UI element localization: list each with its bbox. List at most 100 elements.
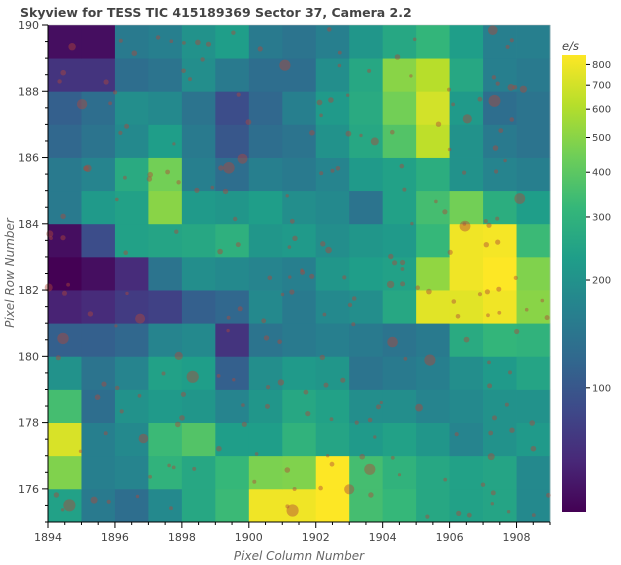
heatmap-cell	[48, 488, 82, 523]
star-marker	[60, 213, 66, 219]
star-marker	[329, 417, 334, 422]
star-marker	[188, 77, 192, 82]
heatmap-cell	[282, 91, 317, 125]
star-marker	[540, 298, 545, 303]
star-marker	[165, 169, 171, 175]
heatmap-cell	[282, 58, 317, 92]
heatmap-cell	[349, 256, 384, 291]
heatmap-cell	[282, 223, 317, 258]
star-marker	[44, 283, 53, 292]
heatmap-cell	[416, 157, 450, 192]
heatmap-cell	[315, 223, 350, 258]
heatmap-cell	[215, 455, 250, 490]
heatmap-cell	[315, 91, 350, 125]
heatmap-cell	[349, 455, 384, 490]
heatmap-cell	[248, 422, 283, 457]
star-markers	[44, 25, 551, 519]
heatmap-cell	[181, 25, 216, 59]
heatmap-cell	[516, 422, 551, 457]
star-marker	[257, 46, 263, 52]
star-marker	[210, 185, 215, 190]
heatmap-cell	[282, 389, 317, 423]
star-marker	[394, 54, 401, 60]
star-marker	[351, 296, 357, 301]
star-marker	[329, 461, 335, 467]
star-marker	[172, 142, 176, 146]
star-marker	[367, 68, 372, 73]
heatmap-cell	[416, 91, 450, 125]
star-marker	[233, 216, 238, 222]
heatmap-cell	[449, 157, 484, 192]
star-marker	[263, 335, 270, 341]
star-marker	[175, 421, 181, 428]
star-marker	[309, 273, 315, 279]
x-axis: 1894 1896 1898 1900 1902 1904 1906 1908	[34, 521, 551, 544]
star-marker	[174, 351, 183, 360]
heatmap-cell	[516, 389, 551, 423]
heatmap-cell	[81, 256, 116, 291]
star-marker	[285, 194, 289, 198]
x-tick-label: 1896	[101, 531, 129, 544]
star-marker	[524, 307, 529, 312]
heatmap-cell	[449, 422, 484, 457]
star-marker	[192, 466, 197, 471]
star-marker	[529, 420, 535, 426]
star-marker	[288, 275, 292, 279]
star-marker	[491, 75, 497, 80]
star-marker	[342, 275, 347, 280]
heatmap-cells	[48, 25, 551, 523]
star-marker	[462, 170, 467, 175]
heatmap-cell	[248, 256, 283, 291]
star-marker	[409, 74, 413, 78]
heatmap-cell	[248, 190, 283, 225]
heatmap-cell	[315, 488, 350, 523]
star-marker	[424, 354, 436, 366]
star-marker	[509, 427, 515, 433]
heatmap-cell	[48, 190, 82, 225]
star-marker	[131, 50, 138, 56]
heatmap-cell	[215, 422, 250, 457]
star-marker	[241, 403, 245, 407]
star-marker	[237, 153, 248, 164]
heatmap-cell	[181, 190, 216, 225]
star-marker	[346, 93, 350, 97]
heatmap-cell	[416, 190, 450, 225]
heatmap-cell	[81, 455, 116, 490]
y-tick-label: 184	[18, 218, 39, 231]
heatmap-cell	[215, 323, 250, 357]
star-marker	[530, 445, 537, 452]
heatmap-cell	[181, 488, 216, 523]
star-marker	[483, 242, 489, 248]
star-marker	[492, 415, 497, 421]
star-marker	[504, 402, 509, 407]
heatmap-cell	[416, 223, 450, 258]
heatmap-cell	[148, 455, 183, 490]
heatmap-cell	[516, 290, 551, 324]
y-tick-label: 176	[18, 483, 39, 496]
star-marker	[125, 291, 129, 296]
star-marker	[451, 299, 457, 304]
y-tick-label: 178	[18, 417, 39, 430]
heatmap-cell	[48, 323, 82, 357]
star-marker	[507, 84, 515, 91]
heatmap-cell	[382, 323, 417, 357]
heatmap-cell	[48, 356, 82, 390]
heatmap-cell	[349, 25, 384, 59]
star-marker	[266, 385, 271, 390]
heatmap-cell	[349, 389, 384, 423]
heatmap-cell	[81, 157, 116, 192]
star-marker	[292, 235, 298, 241]
heatmap-cell	[483, 124, 517, 158]
star-marker	[300, 269, 306, 275]
heatmap-cell	[114, 190, 149, 225]
heatmap-cell	[81, 223, 116, 258]
star-marker	[113, 90, 118, 95]
star-marker	[146, 176, 153, 182]
star-marker	[351, 322, 356, 327]
heatmap-cell	[416, 455, 450, 490]
colorbar-title: e/s	[562, 39, 579, 53]
heatmap-cell	[148, 157, 183, 192]
heatmap-cell	[282, 455, 317, 490]
heatmap-cell	[449, 190, 484, 225]
star-marker	[379, 400, 383, 405]
